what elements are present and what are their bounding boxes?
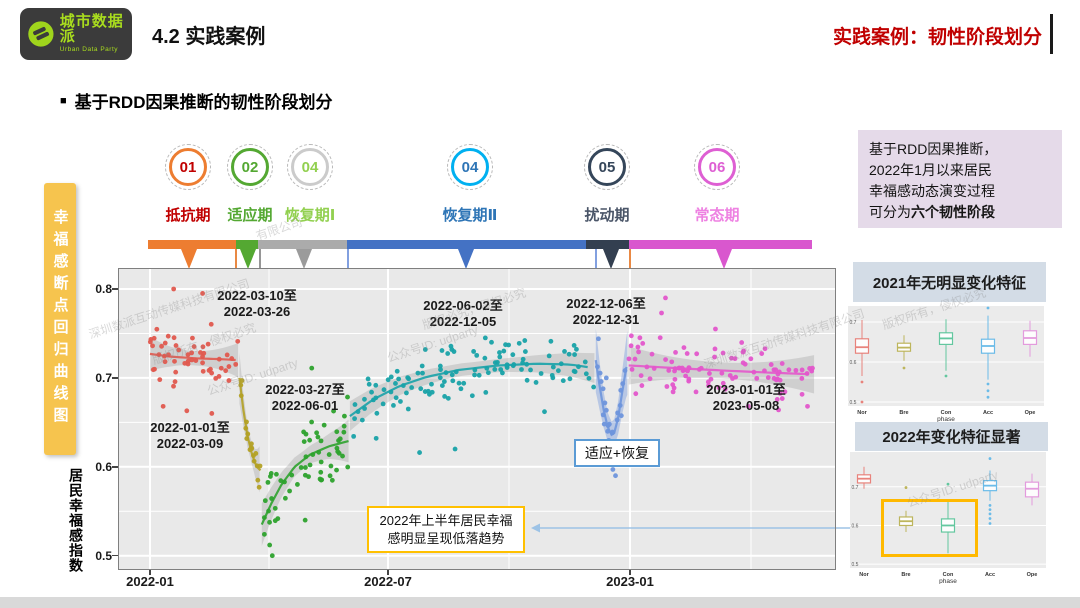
timeline-marker-4 [603, 249, 619, 269]
timeline-segment-1 [236, 240, 258, 249]
timeline-marker-5 [716, 249, 732, 269]
stage-label-4: 扰动期 [584, 207, 630, 224]
logo: 城市数据派 Urban Data Party [20, 8, 132, 60]
stage-circle-04: 04 [291, 148, 329, 186]
stage-label-0: 抵抗期 [165, 207, 211, 224]
side-tab: 幸福感断点回归曲线图 [44, 183, 76, 455]
stage-circle-ring-05 [584, 144, 630, 190]
svg-text:0.5: 0.5 [850, 400, 857, 406]
stage-circle-ring-04 [287, 144, 333, 190]
svg-text:Con: Con [943, 572, 954, 578]
stage-circle-ring-06 [694, 144, 740, 190]
boxplot-panel-0: Nor Bre Con Acc Ope 0.7 0.6 0.5 phase [848, 306, 1044, 422]
stage-circle-06: 06 [698, 148, 736, 186]
panel-title-0: 2021年无明显变化特征 [853, 262, 1046, 302]
section-heading-text: 基于RDD因果推断的韧性阶段划分 [74, 93, 333, 112]
timeline-marker-1 [240, 249, 256, 269]
side-tab-text: 幸福感断点回归曲线图 [51, 209, 69, 429]
bullet-icon: ■ [60, 94, 67, 107]
stage-circle-ring-01 [165, 144, 211, 190]
callout-adapt-recover: 适应+恢复 [574, 439, 660, 467]
chart-annotation-5: 2023-01-01至 2023-05-08 [706, 382, 786, 414]
svg-text:Nor: Nor [859, 572, 869, 578]
header-right-title: 实践案例：韧性阶段划分 [832, 27, 1042, 48]
stage-label-1: 适应期 [227, 207, 273, 224]
xtick-mark-2023-01 [629, 570, 631, 575]
svg-text:phase: phase [939, 578, 957, 584]
timeline-segment-4 [586, 240, 629, 249]
svg-text:Acc: Acc [983, 410, 993, 416]
info-box: 基于RDD因果推断， 2022年1月以来居民 幸福感动态演变过程 可分为六个韧性… [858, 130, 1062, 228]
xtick-2022-07: 2022-07 [364, 574, 412, 589]
svg-text:0.7: 0.7 [852, 485, 859, 491]
timeline-marker-3 [458, 249, 474, 269]
info-line-4-bold: 六个韧性阶段 [911, 204, 995, 220]
main-chart-frame [118, 268, 836, 570]
callout-decline-trend: 2022年上半年居民幸福 感明显呈现低落趋势 [367, 506, 525, 553]
ytick-0.6: 0.6 [95, 459, 112, 474]
logo-emblem-icon [27, 20, 55, 48]
stage-label-3: 恢复期Ⅱ [442, 207, 498, 224]
ytick-0.8: 0.8 [95, 282, 112, 296]
svg-text:0.6: 0.6 [852, 523, 859, 529]
callout-decline-text: 2022年上半年居民幸福 感明显呈现低落趋势 [379, 512, 513, 546]
svg-text:0.7: 0.7 [850, 320, 857, 326]
info-line-1: 基于RDD因果推断， [869, 141, 998, 157]
svg-text:Ope: Ope [1025, 410, 1036, 416]
stage-label-2: 恢复期Ⅰ [284, 207, 336, 224]
stage-circle-ring-04 [447, 144, 493, 190]
highlight-rect [881, 499, 978, 557]
ytick-0.7: 0.7 [95, 370, 112, 385]
stage-circle-02: 02 [231, 148, 269, 186]
svg-text:Con: Con [941, 410, 952, 416]
section-heading: ■ 基于RDD因果推断的韧性阶段划分 [60, 88, 333, 113]
chart-annotation-2: 2022-03-27至 2022-06-01 [265, 382, 345, 414]
page-title: 4.2 实践案例 [152, 26, 266, 48]
svg-text:Acc: Acc [985, 572, 995, 578]
stage-circle-ring-02 [227, 144, 273, 190]
chart-annotation-0: 2022-01-01至 2022-03-09 [150, 420, 230, 452]
xtick-2022-01: 2022-01 [126, 574, 174, 589]
footer-bar [0, 597, 1080, 608]
chart-annotation-1: 2022-03-10至 2022-03-26 [217, 288, 297, 320]
chart-annotation-3: 2022-06-02至 2022-12-05 [423, 298, 503, 330]
info-line-4-prefix: 可分为 [869, 204, 911, 220]
panel-title-1: 2022年变化特征显著 [855, 422, 1048, 451]
ytick-mark-0.6 [112, 466, 118, 468]
svg-text:0.6: 0.6 [850, 360, 857, 366]
header-divider [1050, 14, 1053, 54]
timeline-segment-3 [347, 240, 586, 249]
stage-label-5: 常态期 [694, 207, 740, 224]
stage-circle-04: 04 [451, 148, 489, 186]
svg-text:phase: phase [937, 416, 955, 422]
svg-text:Nor: Nor [857, 410, 867, 416]
ytick-mark-0.5 [112, 554, 118, 557]
timeline-segment-2 [258, 240, 347, 249]
stage-circle-05: 05 [588, 148, 626, 186]
logo-title: 城市数据派 [59, 13, 124, 46]
info-line-2: 2022年1月以来居民 [869, 162, 992, 178]
timeline-segment-5 [629, 240, 812, 249]
timeline-segment-0 [148, 240, 236, 249]
timeline-marker-2 [296, 249, 312, 269]
timeline-marker-0 [181, 249, 197, 269]
logo-subtitle: Urban Data Party [59, 46, 119, 54]
xtick-mark-2022-07 [387, 570, 389, 575]
stage-circle-01: 01 [169, 148, 207, 186]
callout-adapt-text: 适应+恢复 [584, 445, 650, 461]
ytick-mark-0.7 [112, 377, 118, 379]
xtick-2023-01: 2023-01 [606, 574, 654, 589]
info-line-3: 幸福感动态演变过程 [869, 183, 995, 199]
svg-text:Ope: Ope [1027, 572, 1038, 578]
chart-annotation-4: 2022-12-06至 2022-12-31 [566, 296, 646, 328]
xtick-mark-2022-01 [149, 570, 151, 575]
y-axis-title: 居民幸福感指数 [68, 468, 84, 573]
ytick-mark-0.8 [112, 288, 118, 290]
svg-text:Bre: Bre [901, 572, 910, 578]
ytick-0.5: 0.5 [95, 548, 112, 563]
svg-text:Bre: Bre [899, 410, 908, 416]
svg-text:0.5: 0.5 [852, 562, 859, 568]
